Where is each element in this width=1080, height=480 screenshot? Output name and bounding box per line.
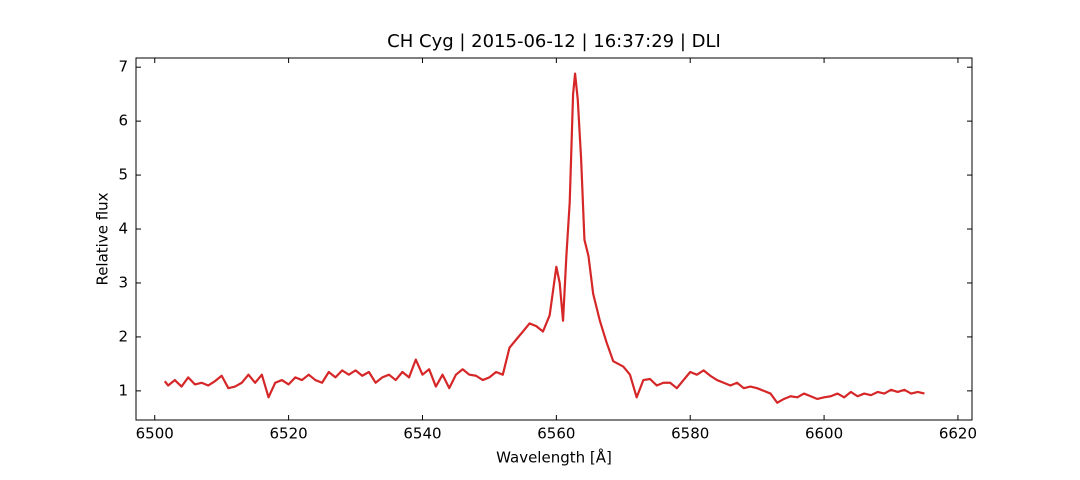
y-axis-label: Relative flux [94,192,112,285]
x-tick-label: 6520 [270,425,308,443]
y-tick-label: 7 [118,58,128,76]
y-tick-label: 4 [118,220,128,238]
x-tick-label: 6580 [671,425,709,443]
y-tick-label: 5 [118,166,128,184]
x-tick-label: 6620 [939,425,977,443]
y-tick-label: 6 [118,112,128,130]
x-tick-label: 6600 [805,425,843,443]
chart-title: CH Cyg | 2015-06-12 | 16:37:29 | DLI [387,31,721,52]
y-tick-label: 1 [118,381,128,399]
x-tick-label: 6560 [537,425,575,443]
x-tick-label: 6500 [136,425,174,443]
y-tick-label: 3 [118,273,128,291]
plot-frame [135,57,973,421]
x-tick-label: 6540 [403,425,441,443]
x-axis-label: Wavelength [Å] [496,448,612,467]
y-tick-label: 2 [118,327,128,345]
spectrum-line [163,72,925,404]
